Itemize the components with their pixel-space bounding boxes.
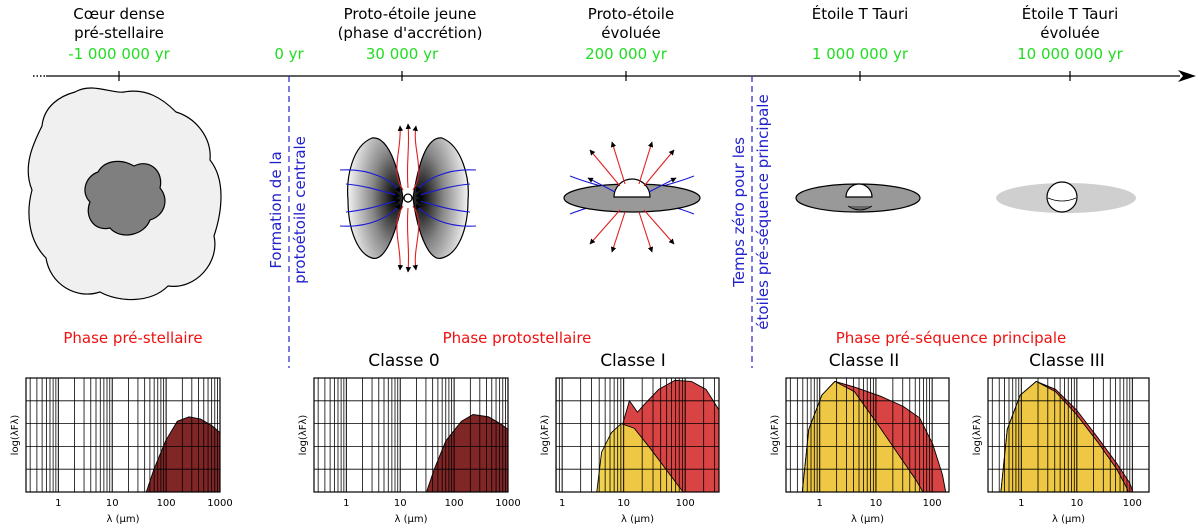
y-axis-label: log(λFλ): [770, 415, 781, 456]
sed-chart-class-2: 1 10 100 λ (μm) log(λFλ): [770, 377, 950, 525]
x-tick-label: 100: [157, 498, 176, 509]
formation-label-line1: Formation de la: [267, 151, 285, 268]
x-tick-label: 1: [559, 498, 565, 509]
x-axis-label: λ (μm): [1052, 514, 1085, 525]
x-tick-label: 100: [1123, 498, 1142, 509]
stage-3-name2: évoluée: [601, 24, 660, 42]
chart-border: [987, 377, 1150, 493]
chart-border: [313, 377, 509, 493]
evolved-protostar-illustration: [563, 141, 701, 253]
x-tick-label: 100: [923, 498, 942, 509]
stage-0-name: Cœur dense: [73, 5, 165, 23]
young-protostar-illustration: [339, 123, 477, 273]
time-label: 1 000 000 yr: [812, 45, 909, 63]
x-tick-label: 10: [1070, 498, 1083, 509]
chart-border: [555, 377, 720, 493]
stage-labels: Cœur dense pré-stellaire Proto-étoile je…: [73, 4, 1118, 42]
phase-premain: Phase pré-séquence principale: [836, 329, 1067, 347]
formation-label-line2: protoétoile centrale: [291, 136, 309, 284]
time-label: 10 000 000 yr: [1017, 45, 1124, 63]
x-tick-label: 10: [394, 498, 407, 509]
time-label: -1 000 000 yr: [68, 45, 170, 63]
stage-5-name2: évoluée: [1040, 24, 1099, 42]
x-tick-label: 10: [870, 498, 883, 509]
chart-border: [25, 377, 221, 493]
timeline-axis: [33, 70, 1196, 82]
t-tauri-illustration: [795, 183, 921, 213]
y-axis-label: log(λFλ): [298, 415, 309, 456]
class-0-title: Classe 0: [368, 351, 439, 371]
sed-chart-class-1: 1 10 100 λ (μm) log(λFλ): [540, 377, 720, 525]
stage-2-name: Proto-étoile jeune: [344, 5, 477, 23]
class-3-title: Classe III: [1029, 351, 1105, 371]
x-tick-label: 1000: [207, 498, 232, 509]
class-titles: Classe 0 Classe I Classe II Classe III: [368, 351, 1105, 371]
x-tick-label: 100: [445, 498, 464, 509]
x-tick-label: 10: [617, 498, 630, 509]
stage-0-name2: pré-stellaire: [74, 24, 164, 42]
evolved-t-tauri-illustration: [996, 181, 1136, 213]
phase-protostellar: Phase protostellaire: [443, 329, 592, 347]
sed-chart-class-3: 1 10 100 λ (μm) log(λFλ): [972, 377, 1150, 525]
sed-chart-prestellar: 1 10 100 1000 λ (μm) log(λFλ): [10, 377, 233, 525]
x-tick-label: 1: [55, 498, 61, 509]
time-label: 0 yr: [274, 45, 304, 63]
x-axis-label: λ (μm): [851, 514, 884, 525]
x-tick-label: 1000: [495, 498, 520, 509]
x-tick-label: 1: [817, 498, 823, 509]
zero-time-label-line2: étoiles pré-séquence principale: [754, 94, 772, 329]
y-axis-label: log(λFλ): [10, 415, 21, 456]
x-axis-label: λ (μm): [106, 514, 139, 525]
phase-prestellar: Phase pré-stellaire: [63, 329, 202, 347]
class-2-title: Classe II: [829, 351, 900, 371]
x-tick-label: 1: [1018, 498, 1024, 509]
x-axis-label: λ (μm): [621, 514, 654, 525]
y-axis-label: log(λFλ): [540, 415, 551, 456]
time-labels: -1 000 000 yr 0 yr 30 000 yr 200 000 yr …: [68, 45, 1123, 63]
phase-labels: Phase pré-stellaire Phase protostellaire…: [63, 329, 1066, 347]
sed-fill-0: [145, 416, 221, 493]
stage-5-name: Étoile T Tauri: [1022, 4, 1119, 23]
marker-lines: Formation de la protoétoile centrale Tem…: [267, 76, 772, 368]
zero-time-label-line1: Temps zéro pour les: [730, 137, 748, 288]
time-label: 200 000 yr: [585, 45, 668, 63]
stage-2-name2: (phase d'accrétion): [338, 24, 483, 42]
prestellar-core-illustration: [27, 87, 222, 301]
stage-4-name: Étoile T Tauri: [812, 4, 909, 23]
x-tick-label: 1: [343, 498, 349, 509]
stage-3-name: Proto-étoile: [588, 5, 674, 23]
chart-border: [785, 377, 950, 493]
class-1-title: Classe I: [600, 351, 666, 371]
x-axis-label: λ (μm): [394, 514, 427, 525]
sed-chart-class-0: 1 10 100 1000 λ (μm) log(λFλ): [298, 377, 521, 525]
x-tick-label: 10: [106, 498, 119, 509]
y-axis-label: log(λFλ): [972, 415, 983, 456]
time-label: 30 000 yr: [366, 45, 439, 63]
x-tick-label: 100: [676, 498, 695, 509]
